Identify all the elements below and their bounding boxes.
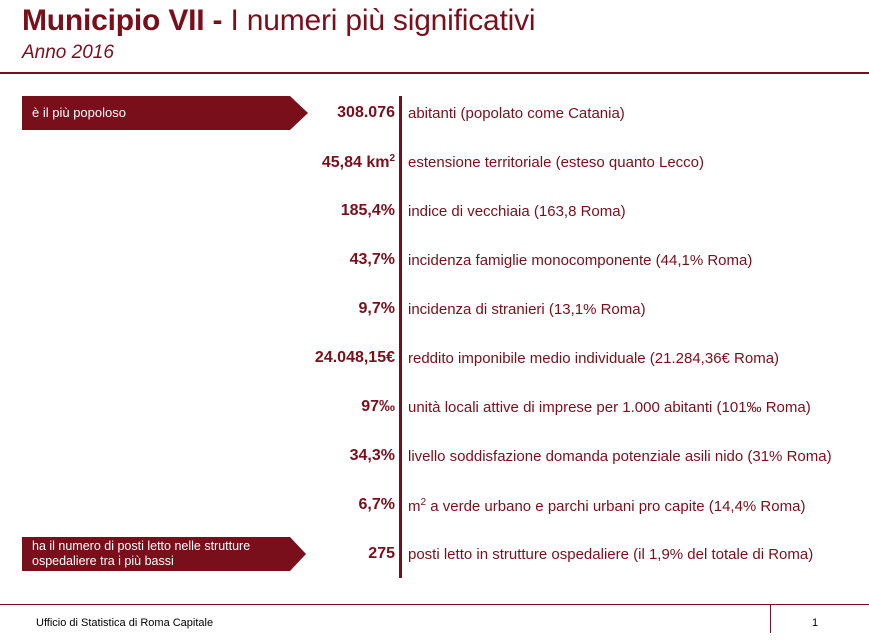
- stat-row-verde: 6,7% m2 a verde urbano e parchi urbani p…: [0, 492, 869, 522]
- highlight-tag-line1: ha il numero di posti letto nelle strutt…: [32, 539, 251, 553]
- stat-value: 9,7%: [358, 300, 395, 317]
- stat-description-text: a verde urbano e parchi urbani pro capit…: [426, 498, 806, 515]
- stat-value: 43,7%: [349, 251, 395, 268]
- stat-description-unit: m: [408, 498, 421, 515]
- stat-description: posti letto in strutture ospedaliere (il…: [408, 546, 814, 563]
- stat-description: incidenza famiglie monocomponente (44,1%…: [408, 252, 753, 269]
- stat-description: livello soddisfazione domanda potenziale…: [408, 448, 832, 465]
- title-municipio: Municipio VII -: [22, 4, 223, 37]
- stat-row-posti-letto: 275 posti letto in strutture ospedaliere…: [0, 541, 869, 571]
- stat-value: 97‰: [361, 398, 395, 415]
- page-number: 1: [812, 617, 819, 629]
- stat-description-superscript: 2: [420, 497, 427, 508]
- highlight-tag-line2: ospedaliere tra i più bassi: [32, 554, 174, 568]
- stat-row-reddito: 24.048,15€ reddito imponibile medio indi…: [0, 345, 869, 375]
- footer-organization: Ufficio di Statistica di Roma Capitale: [36, 617, 214, 629]
- stat-value: 275: [368, 545, 395, 562]
- stat-row-abitanti: 308.076 abitanti (popolato come Catania): [0, 100, 869, 130]
- stat-row-imprese: 97‰ unità locali attive di imprese per 1…: [0, 394, 869, 424]
- highlight-tag-populous: è il più popoloso: [22, 96, 308, 130]
- stat-row-asili: 34,3% livello soddisfazione domanda pote…: [0, 443, 869, 473]
- page-title: Municipio VII - I numeri più significati…: [22, 4, 536, 38]
- vertical-divider: [399, 96, 402, 578]
- stat-value-superscript: 2: [389, 153, 395, 164]
- stat-value: 24.048,15€: [314, 349, 395, 366]
- footer-divider: [0, 604, 869, 605]
- stat-description: m2 a verde urbano e parchi urbani pro ca…: [408, 497, 805, 515]
- page-subtitle: Anno 2016: [22, 42, 114, 63]
- stat-row-vecchiaia: 185,4% indice di vecchiaia (163,8 Roma): [0, 198, 869, 228]
- stat-description: reddito imponibile medio individuale (21…: [408, 350, 780, 367]
- stat-value: 34,3%: [349, 447, 395, 464]
- highlight-tag-hospital-beds: ha il numero di posti letto nelle strutt…: [22, 537, 306, 571]
- stat-description: incidenza di stranieri (13,1% Roma): [408, 301, 646, 318]
- stat-value: 185,4%: [340, 202, 395, 219]
- stat-description: abitanti (popolato come Catania): [408, 105, 625, 122]
- stat-row-estensione: 45,84 km2 estensione territoriale (estes…: [0, 149, 869, 179]
- footer-separator: [770, 604, 771, 633]
- title-subject: I numeri più significativi: [222, 4, 536, 37]
- stat-value: 45,84 km2: [322, 153, 395, 172]
- stat-value-number: 45,84 km: [321, 154, 390, 171]
- stat-row-stranieri: 9,7% incidenza di stranieri (13,1% Roma): [0, 296, 869, 326]
- stat-row-famiglie: 43,7% incidenza famiglie monocomponente …: [0, 247, 869, 277]
- header-divider: [0, 72, 869, 74]
- stat-description: unità locali attive di imprese per 1.000…: [408, 399, 811, 416]
- stat-value: 6,7%: [358, 496, 395, 513]
- stat-value: 308.076: [337, 104, 395, 121]
- stat-description: indice di vecchiaia (163,8 Roma): [408, 203, 626, 220]
- stat-description: estensione territoriale (esteso quanto L…: [408, 154, 705, 171]
